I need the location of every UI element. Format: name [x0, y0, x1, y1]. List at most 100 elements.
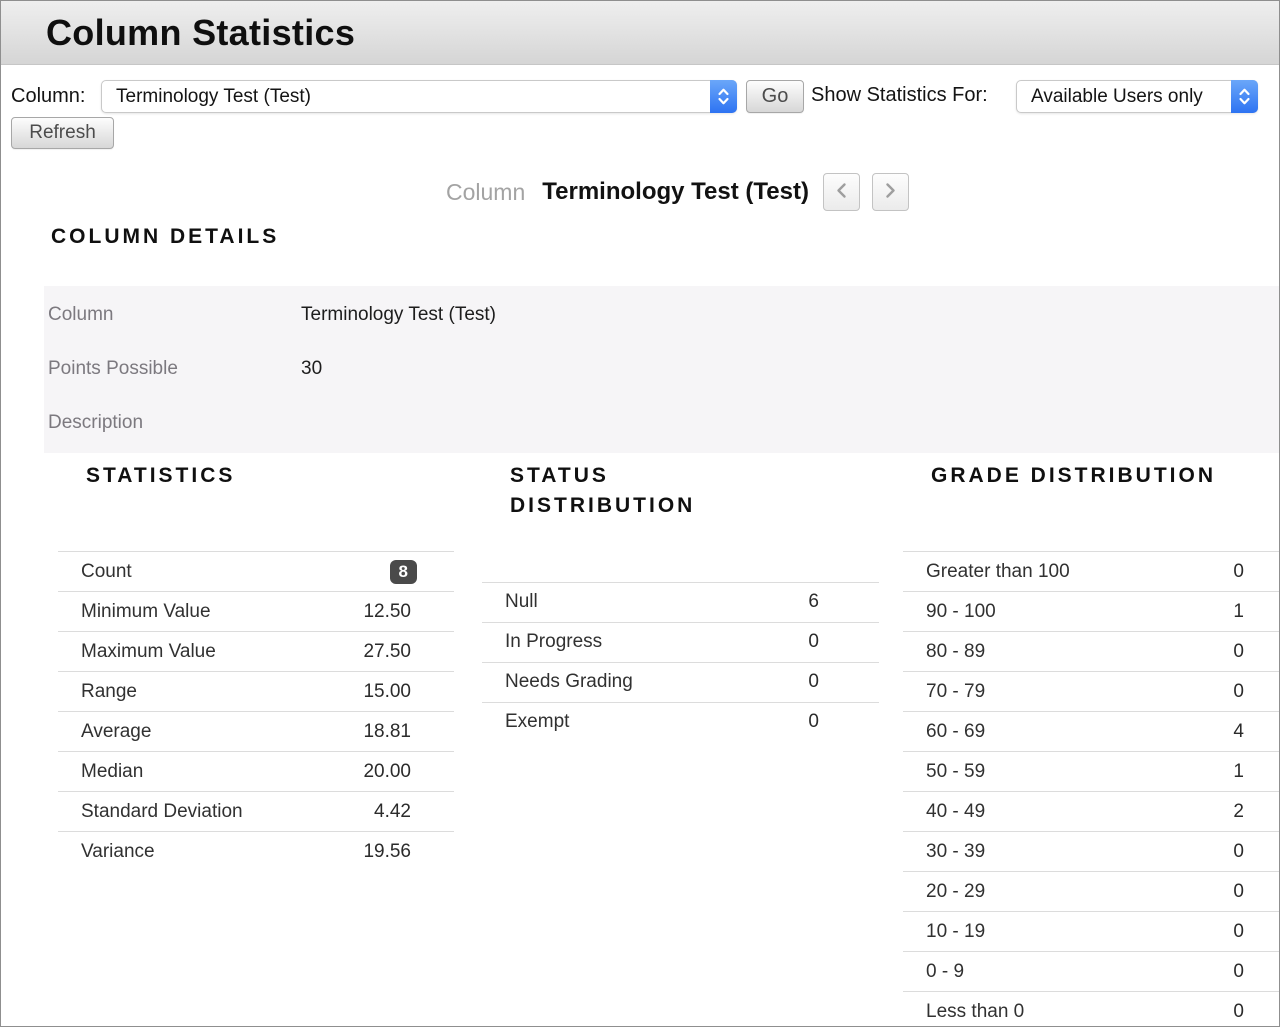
table-row: Median 20.00	[58, 751, 454, 791]
grade-count-value: 0	[1233, 920, 1244, 942]
stat-value: 27.50	[363, 640, 411, 662]
table-row: Range 15.00	[58, 671, 454, 711]
table-row: Minimum Value 12.50	[58, 591, 454, 631]
table-row: Needs Grading 0	[482, 661, 879, 702]
chevron-left-icon	[836, 182, 847, 202]
column-details-panel: Column Terminology Test (Test) Points Po…	[44, 286, 1279, 453]
grade-range-label: 10 - 19	[926, 920, 986, 942]
grade-count-value: 0	[1233, 680, 1244, 702]
stat-label: Maximum Value	[81, 640, 216, 662]
grade-count-value: 0	[1233, 1000, 1244, 1022]
detail-row: Points Possible 30	[44, 342, 1279, 396]
grade-count-value: 0	[1233, 840, 1244, 862]
stat-value: 12.50	[363, 600, 411, 622]
status-value: 6	[808, 591, 819, 613]
stat-label: Standard Deviation	[81, 800, 243, 822]
column-select-label: Column:	[11, 85, 86, 107]
column-select[interactable]: Terminology Test (Test)	[101, 80, 737, 113]
grade-count-value: 0	[1233, 960, 1244, 982]
page-title: Column Statistics	[46, 11, 356, 53]
grade-range-label: 90 - 100	[926, 600, 996, 622]
select-stepper-icon	[710, 80, 737, 113]
grade-range-label: Greater than 100	[926, 560, 1070, 582]
grade-count-value: 1	[1233, 760, 1244, 782]
show-statistics-value: Available Users only	[1031, 85, 1203, 107]
stat-value: 4.42	[374, 800, 411, 822]
statistics-section: STATISTICS Count 8 Minimum Value 12.50 M…	[58, 461, 454, 871]
grade-range-label: 70 - 79	[926, 680, 986, 702]
table-row: In Progress 0	[482, 621, 879, 662]
column-nav: Column Terminology Test (Test)	[446, 173, 909, 211]
detail-label: Column	[48, 304, 114, 325]
table-row: Variance 19.56	[58, 831, 454, 871]
table-row: 0 - 9 0	[903, 951, 1279, 991]
grade-count-value: 2	[1233, 800, 1244, 822]
status-distribution-section: STATUS DISTRIBUTION Null 6 In Progress 0…	[482, 461, 879, 742]
table-row: 20 - 29 0	[903, 871, 1279, 911]
stat-label: Range	[81, 680, 137, 702]
grade-distribution-heading: GRADE DISTRIBUTION	[931, 464, 1216, 487]
grade-range-label: 60 - 69	[926, 720, 986, 742]
table-row: Less than 0 0	[903, 991, 1279, 1026]
table-row: 50 - 59 1	[903, 751, 1279, 791]
select-stepper-icon	[1231, 80, 1258, 113]
grade-range-label: 30 - 39	[926, 840, 986, 862]
show-statistics-select[interactable]: Available Users only	[1016, 80, 1258, 113]
stat-label: Average	[81, 720, 152, 742]
table-row: 40 - 49 2	[903, 791, 1279, 831]
column-nav-title: Terminology Test (Test)	[542, 178, 809, 205]
grade-count-value: 1	[1233, 600, 1244, 622]
detail-value: Terminology Test (Test)	[301, 304, 496, 325]
previous-column-button[interactable]	[822, 173, 860, 211]
stat-value: 19.56	[363, 840, 411, 862]
column-details-heading: COLUMN DETAILS	[51, 225, 280, 248]
table-row: Exempt 0	[482, 701, 879, 742]
count-badge: 8	[389, 559, 417, 584]
table-row: 30 - 39 0	[903, 831, 1279, 871]
grade-count-value: 0	[1233, 880, 1244, 902]
detail-row: Description	[44, 396, 1279, 450]
table-row: 90 - 100 1	[903, 591, 1279, 631]
table-row: Standard Deviation 4.42	[58, 791, 454, 831]
refresh-button[interactable]: Refresh	[11, 117, 114, 149]
chevron-right-icon	[885, 182, 896, 202]
table-row: 70 - 79 0	[903, 671, 1279, 711]
status-label: Needs Grading	[505, 671, 633, 693]
stat-label: Minimum Value	[81, 600, 211, 622]
statistics-heading: STATISTICS	[86, 464, 236, 487]
detail-label: Points Possible	[48, 358, 178, 379]
grade-range-label: 0 - 9	[926, 960, 965, 982]
status-label: In Progress	[505, 631, 603, 653]
detail-value: 30	[301, 358, 323, 379]
status-distribution-heading: STATUS DISTRIBUTION	[510, 464, 696, 518]
grade-range-label: 40 - 49	[926, 800, 986, 822]
grade-count-value: 0	[1233, 640, 1244, 662]
grade-distribution-section: GRADE DISTRIBUTION Greater than 100 0 90…	[903, 461, 1279, 1026]
grade-range-label: 20 - 29	[926, 880, 986, 902]
status-value: 0	[808, 671, 819, 693]
detail-row: Column Terminology Test (Test)	[44, 288, 1279, 342]
table-row: 80 - 89 0	[903, 631, 1279, 671]
stat-label: Median	[81, 760, 144, 782]
show-statistics-label: Show Statistics For:	[811, 84, 988, 106]
stat-value: 18.81	[363, 720, 411, 742]
page-header: Column Statistics	[1, 1, 1279, 65]
next-column-button[interactable]	[871, 173, 909, 211]
detail-label: Description	[48, 412, 144, 433]
stat-label: Count	[81, 560, 132, 582]
table-row: 60 - 69 4	[903, 711, 1279, 751]
table-row: Null 6	[482, 581, 879, 622]
status-label: Null	[505, 591, 538, 613]
go-button[interactable]: Go	[746, 80, 804, 113]
table-row: Count 8	[58, 551, 454, 591]
table-row: 10 - 19 0	[903, 911, 1279, 951]
stat-value: 15.00	[363, 680, 411, 702]
column-nav-label: Column	[446, 178, 526, 205]
grade-range-label: Less than 0	[926, 1000, 1025, 1022]
status-value: 0	[808, 711, 819, 733]
column-select-value: Terminology Test (Test)	[116, 85, 311, 107]
grade-count-value: 0	[1233, 560, 1244, 582]
stat-value: 20.00	[363, 760, 411, 782]
table-row: Average 18.81	[58, 711, 454, 751]
grade-range-label: 80 - 89	[926, 640, 986, 662]
